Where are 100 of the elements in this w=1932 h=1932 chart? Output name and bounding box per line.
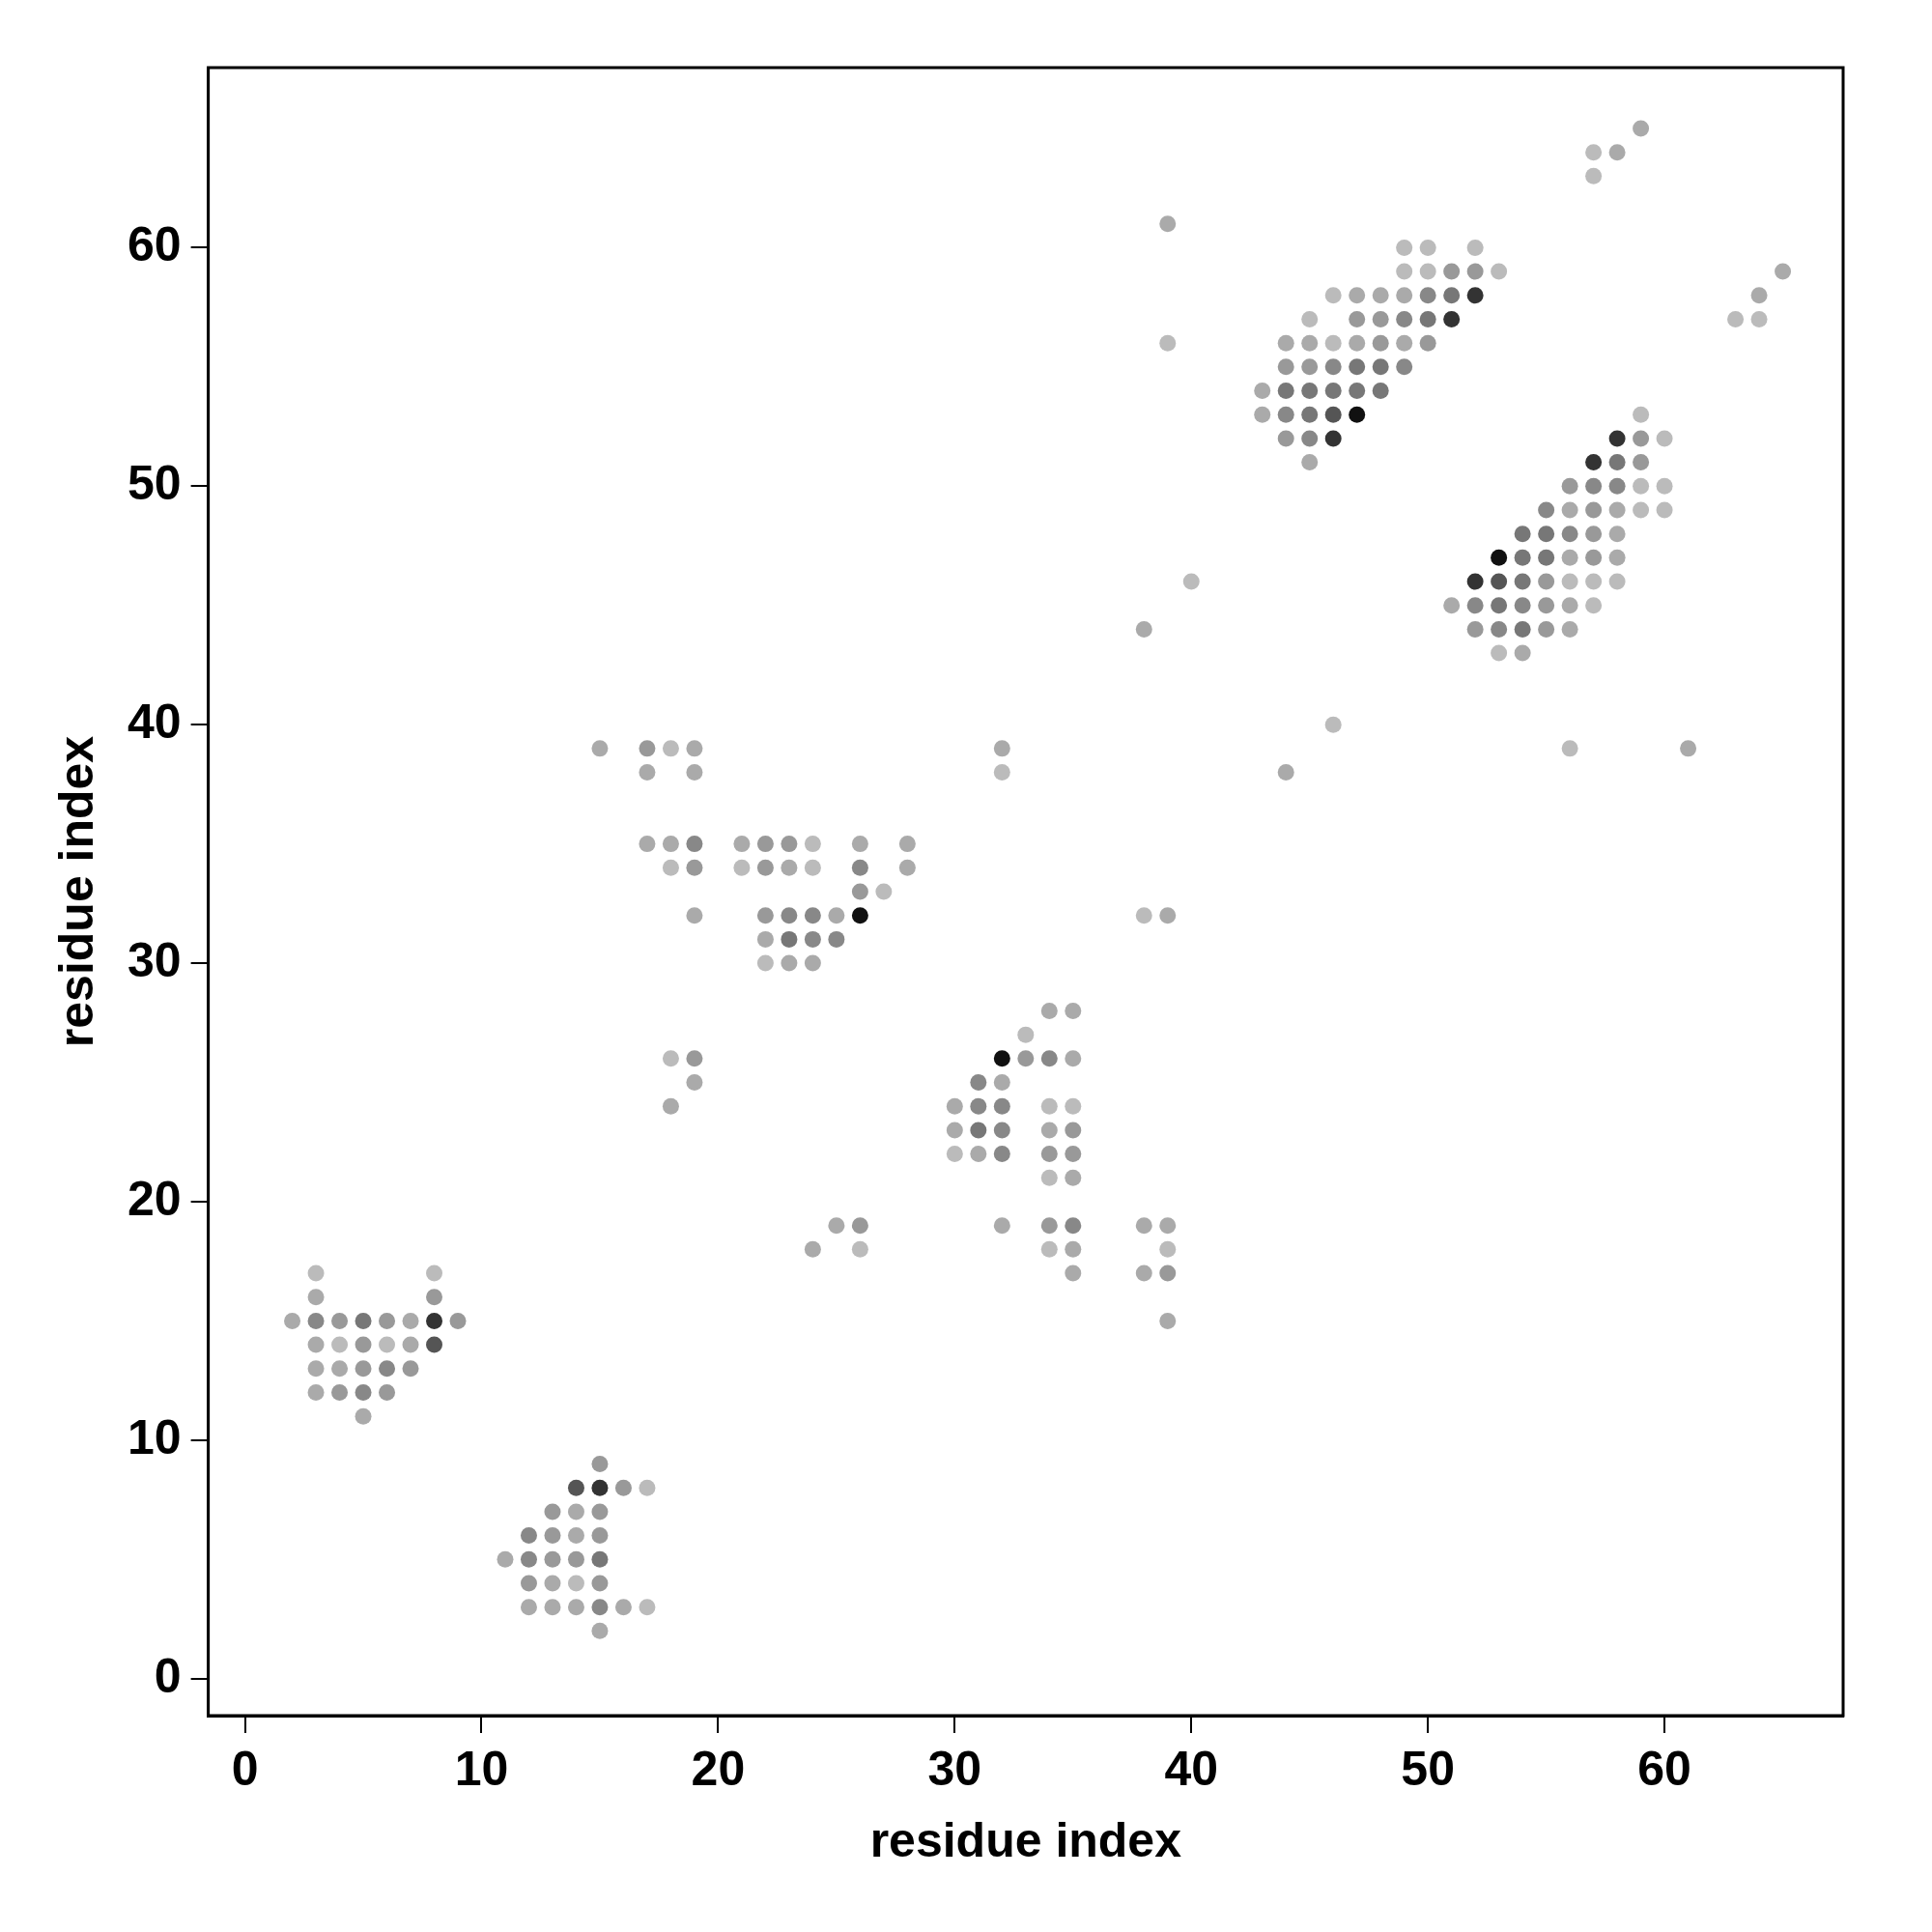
point (1419, 239, 1436, 256)
point (1372, 358, 1389, 376)
point (662, 859, 679, 876)
point (851, 1240, 868, 1258)
point (686, 859, 703, 876)
point (639, 1479, 656, 1496)
point (1608, 573, 1626, 590)
point (1750, 310, 1768, 327)
point (639, 1599, 656, 1616)
point (1040, 1097, 1058, 1115)
point (804, 836, 821, 853)
point (1514, 549, 1531, 566)
point (1372, 310, 1389, 327)
point (1396, 239, 1413, 256)
point (970, 1074, 987, 1092)
point (1301, 383, 1319, 400)
point (1491, 644, 1508, 662)
point (686, 836, 703, 853)
point (1324, 358, 1342, 376)
point (591, 1575, 609, 1592)
point (1608, 454, 1626, 471)
point (662, 740, 679, 757)
point (970, 1097, 987, 1115)
point (1277, 358, 1294, 376)
point (781, 907, 798, 924)
x-tick-label: 60 (1637, 1741, 1691, 1796)
point (591, 1503, 609, 1520)
point (1065, 1122, 1082, 1139)
point (1301, 358, 1319, 376)
point (1608, 477, 1626, 495)
point (1301, 406, 1319, 423)
point (1466, 239, 1484, 256)
point (1585, 501, 1603, 519)
point (1443, 310, 1461, 327)
point (331, 1336, 349, 1353)
point (379, 1312, 396, 1329)
point (1396, 310, 1413, 327)
point (1277, 430, 1294, 447)
point (1396, 358, 1413, 376)
point (1324, 406, 1342, 423)
y-tick-label: 60 (127, 217, 182, 272)
point (1301, 310, 1319, 327)
point (307, 1312, 325, 1329)
y-axis-title: residue index (48, 735, 103, 1048)
point (426, 1264, 443, 1282)
point (591, 1599, 609, 1616)
x-tick-label: 30 (927, 1741, 982, 1796)
point (426, 1336, 443, 1353)
point (567, 1575, 584, 1592)
point (1419, 334, 1436, 352)
point (1538, 573, 1555, 590)
point (426, 1312, 443, 1329)
x-tick-label: 10 (454, 1741, 509, 1796)
point (1491, 573, 1508, 590)
y-tick-label: 20 (127, 1171, 182, 1226)
point (1561, 526, 1578, 543)
point (851, 1217, 868, 1235)
point (993, 1122, 1010, 1139)
point (1065, 1217, 1082, 1235)
point (1656, 477, 1673, 495)
point (1419, 287, 1436, 304)
point (567, 1479, 584, 1496)
point (1040, 1240, 1058, 1258)
x-axis-title: residue index (869, 1812, 1182, 1867)
point (1656, 430, 1673, 447)
point (1538, 501, 1555, 519)
point (567, 1550, 584, 1568)
point (1491, 549, 1508, 566)
x-tick-label: 50 (1401, 1741, 1455, 1796)
point (1277, 383, 1294, 400)
point (1040, 1217, 1058, 1235)
y-tick-label: 10 (127, 1409, 182, 1464)
point (1159, 1264, 1177, 1282)
point (1017, 1026, 1035, 1043)
point (1324, 287, 1342, 304)
point (1538, 549, 1555, 566)
point (1372, 334, 1389, 352)
point (449, 1312, 467, 1329)
point (1633, 477, 1650, 495)
point (1065, 1097, 1082, 1115)
point (781, 930, 798, 948)
point (1443, 287, 1461, 304)
point (875, 883, 893, 900)
point (1633, 406, 1650, 423)
point (804, 907, 821, 924)
point (1608, 430, 1626, 447)
point (1396, 263, 1413, 280)
point (1585, 454, 1603, 471)
point (756, 859, 774, 876)
point (1656, 501, 1673, 519)
point (781, 836, 798, 853)
point (544, 1503, 561, 1520)
point (1561, 477, 1578, 495)
point (591, 1479, 609, 1496)
point (733, 859, 751, 876)
point (1466, 263, 1484, 280)
point (1633, 454, 1650, 471)
point (1633, 501, 1650, 519)
point (1349, 310, 1366, 327)
point (1065, 1146, 1082, 1163)
